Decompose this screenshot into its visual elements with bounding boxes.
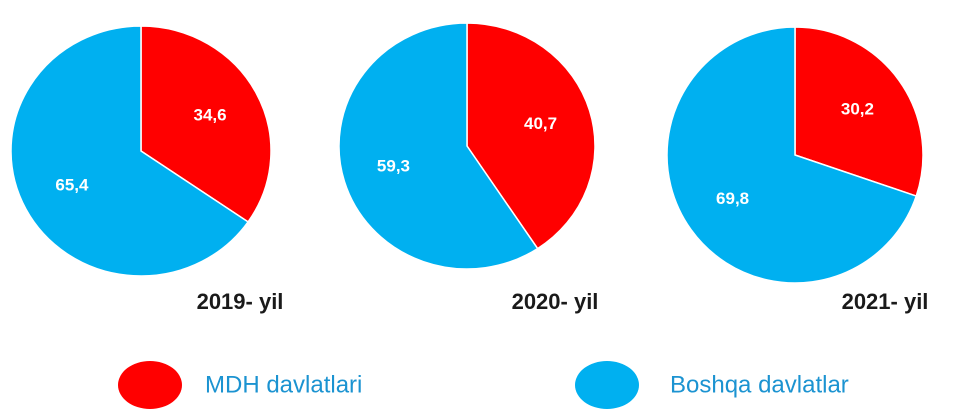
value-label: 40,7 xyxy=(524,114,557,133)
pie-slice xyxy=(10,25,250,277)
value-label: 69,8 xyxy=(716,189,749,208)
legend-label: MDH davlatlari xyxy=(205,371,362,398)
legend-swatch xyxy=(118,361,182,409)
pie-title: 2020- yil xyxy=(512,289,599,314)
value-label: 65,4 xyxy=(55,175,89,194)
pie-slice xyxy=(794,26,924,198)
value-label: 30,2 xyxy=(841,100,874,119)
pie-title: 2019- yil xyxy=(197,289,284,314)
value-label: 34,6 xyxy=(194,106,227,125)
value-label: 59,3 xyxy=(377,157,410,176)
legend-label: Boshqa davlatlar xyxy=(670,371,849,398)
pie-slice xyxy=(140,25,272,223)
pie-slice xyxy=(666,26,918,284)
pie-title: 2021- yil xyxy=(842,289,929,314)
legend-swatch xyxy=(575,361,639,409)
pie-slice xyxy=(338,22,539,270)
